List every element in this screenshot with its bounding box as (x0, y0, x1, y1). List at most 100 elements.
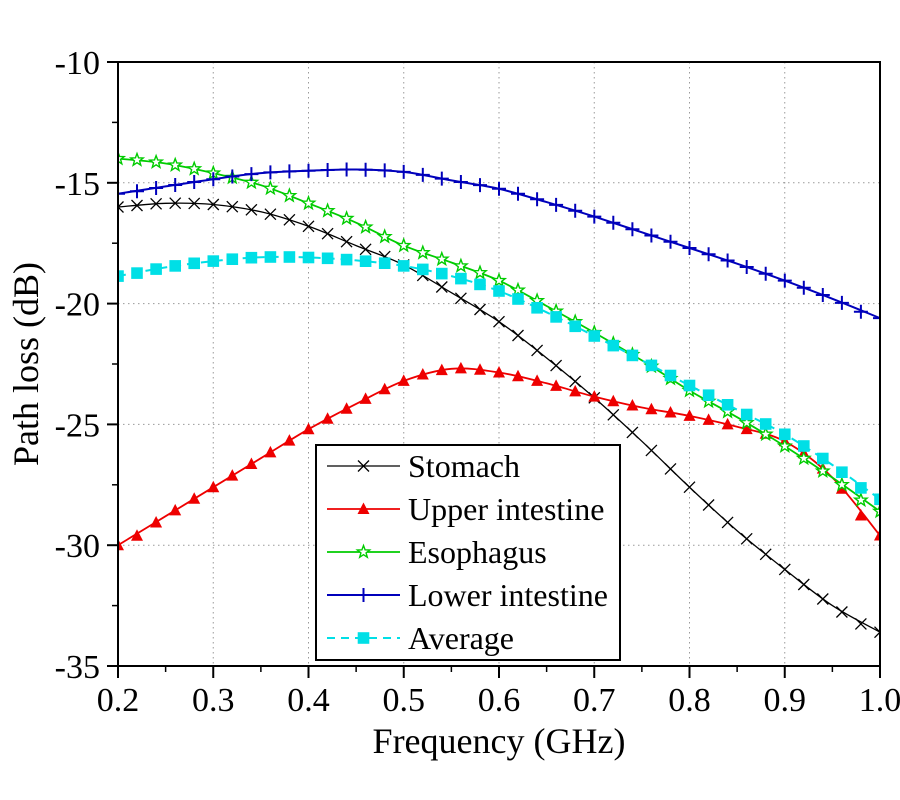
series-average-marker (359, 255, 372, 267)
series-upper-intestine-marker (531, 374, 544, 386)
series-average-marker (759, 418, 772, 430)
series-lower-intestine-marker (168, 178, 183, 192)
series-upper-intestine-marker (416, 368, 429, 380)
series-average-marker (702, 389, 715, 401)
y-axis-label: Path loss (dB) (6, 262, 46, 466)
series-average-marker (340, 253, 353, 266)
series-lower-intestine-marker (701, 247, 716, 262)
series-stomach-marker (150, 197, 163, 210)
series-stomach-marker (264, 208, 277, 221)
series-stomach (118, 197, 880, 639)
series-stomach-marker (854, 617, 867, 630)
series-stomach-marker (721, 516, 734, 529)
series-stomach-marker (169, 197, 182, 210)
series-group (118, 150, 880, 639)
series-stomach-marker (207, 198, 220, 211)
series-stomach-marker (797, 578, 810, 591)
series-upper-intestine-marker (664, 406, 677, 418)
series-average-marker (188, 257, 200, 270)
x-tick-label: 0.3 (192, 682, 235, 719)
series-stomach-marker (759, 548, 772, 561)
series-upper-intestine-marker (283, 434, 296, 446)
series-lower-intestine-marker (549, 197, 564, 212)
y-tick-label: -30 (55, 528, 100, 565)
series-upper-intestine-marker (874, 529, 880, 541)
legend: Stomach Upper intestine Esophagus Lower int… (315, 444, 621, 661)
series-average-marker (626, 349, 639, 362)
series-esophagus-marker (118, 150, 127, 166)
series-lower-intestine-marker (758, 266, 773, 281)
series-upper-intestine-marker (118, 538, 124, 551)
series-esophagus-marker (509, 281, 527, 298)
series-average-marker (607, 339, 620, 352)
series-esophagus-marker (471, 264, 489, 280)
series-average-marker (664, 369, 677, 382)
series-lower-intestine-marker (320, 163, 335, 177)
series-stomach-marker (131, 199, 143, 212)
y-tick-label: -35 (55, 649, 100, 686)
x-tick-label: 0.5 (383, 682, 426, 719)
x-tick-label: 0.2 (97, 682, 140, 719)
series-lower-intestine-marker (434, 171, 449, 186)
series-upper-intestine-marker (740, 422, 753, 435)
series-esophagus-marker (776, 437, 793, 454)
series-lower-intestine-marker (118, 186, 125, 201)
series-stomach-marker (550, 359, 563, 372)
series-stomach-marker (778, 563, 791, 576)
series-upper-intestine-marker (645, 402, 658, 415)
series-stomach-marker (245, 203, 258, 216)
series-average-marker (779, 428, 791, 441)
series-stomach-marker (683, 481, 696, 494)
series-average-marker (531, 302, 543, 314)
series-average-marker (378, 257, 391, 269)
x-tick-label: 1.0 (859, 682, 900, 719)
series-lower-intestine-marker (663, 234, 678, 249)
series-esophagus-marker (452, 257, 470, 273)
series-upper-intestine-marker (607, 394, 620, 407)
series-lower-intestine-marker (377, 163, 392, 178)
axes (107, 61, 881, 678)
series-upper-intestine-marker (569, 384, 582, 397)
series-stomach-marker (607, 408, 620, 421)
legend-item-esophagus: Esophagus (327, 534, 547, 570)
series-average-marker (721, 399, 734, 411)
x-tick-label: 0.4 (287, 682, 330, 719)
series-upper-intestine-marker (169, 503, 182, 516)
series-stomach-marker (816, 593, 829, 605)
series-upper-intestine-marker (512, 369, 524, 382)
y-tick-label: -15 (55, 166, 100, 203)
series-average-marker (588, 330, 601, 342)
series-esophagus-marker (795, 449, 812, 466)
series-average-marker (683, 379, 696, 392)
legend-label-upper-intestine: Upper intestine (408, 491, 604, 527)
series-average-marker (169, 260, 181, 272)
series-average-marker (493, 285, 505, 297)
legend-item-average: Average (327, 620, 514, 656)
series-esophagus-marker (871, 502, 880, 519)
series-stomach-marker (645, 444, 658, 457)
series-upper-intestine-marker (683, 409, 696, 421)
series-upper-intestine-marker (588, 390, 601, 402)
series-stomach-marker (835, 606, 848, 618)
legend-box (315, 444, 621, 661)
series-lower-intestine-marker (815, 288, 830, 302)
legend-label-stomach: Stomach (408, 448, 520, 484)
series-average-marker (150, 263, 162, 275)
series-stomach-marker (531, 344, 544, 357)
series-esophagus-marker (167, 156, 184, 173)
legend-label-lower-intestine: Lower intestine (408, 577, 608, 613)
series-stomach-marker (226, 200, 239, 213)
series-average-marker (512, 293, 524, 305)
series-lower-intestine-marker (530, 192, 545, 207)
x-tick-label: 0.7 (573, 682, 616, 719)
x-tick-label: 0.6 (478, 682, 521, 719)
legend-average-marker (357, 632, 370, 644)
y-tick-label: -25 (55, 407, 100, 444)
series-stomach-marker (493, 315, 505, 328)
series-lower-intestine-marker (339, 162, 354, 177)
series-lower-intestine-marker (625, 222, 640, 237)
legend-upper-intestine-marker (357, 502, 370, 514)
legend-stomach-marker (357, 460, 370, 472)
series-esophagus-marker (376, 228, 393, 244)
